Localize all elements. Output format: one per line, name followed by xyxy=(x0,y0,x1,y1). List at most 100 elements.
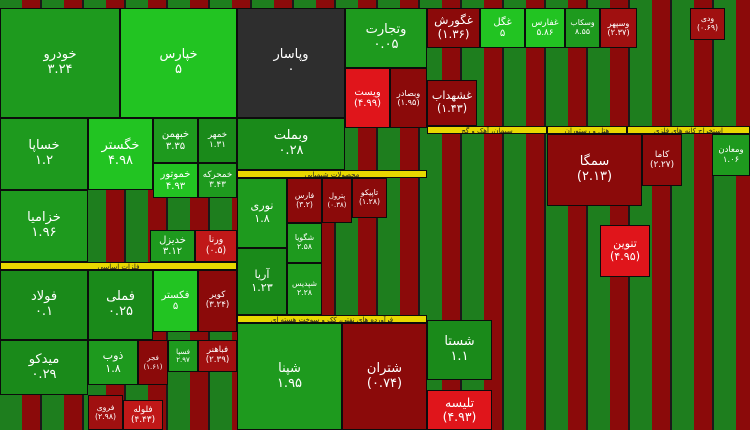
stock-tile[interactable]: فجر (۱.۶۱) xyxy=(138,340,168,385)
stock-tile[interactable]: خساپا ۱.۲ xyxy=(0,118,88,190)
stock-tile[interactable]: خپارس ۵ xyxy=(120,8,237,118)
stock-name: سمگا xyxy=(579,154,610,170)
sector-label: سیمان، آهک و گچ xyxy=(427,126,547,134)
stock-tile[interactable]: فملی ۰.۲۵ xyxy=(88,270,153,340)
stock-change: ۵ xyxy=(499,28,506,39)
stock-tile[interactable]: ودی (۰.۶۹) xyxy=(690,8,725,40)
stock-tile[interactable]: شپدیس ۲.۲۸ xyxy=(287,263,322,315)
stock-tile[interactable]: خدیزل ۳.۱۲ xyxy=(150,230,195,262)
stock-name: تلیسه xyxy=(444,394,475,410)
stock-change: ۱.۳۱ xyxy=(209,139,226,150)
stock-name: پترول xyxy=(328,192,346,201)
stock-tile[interactable]: فلوله (۴.۴۳) xyxy=(123,400,163,430)
stock-tile[interactable]: خمهر ۱.۳۱ xyxy=(198,118,237,163)
stock-change: ۱.۹۵ xyxy=(276,375,303,391)
stock-change: ۰.۰۵ xyxy=(373,37,399,52)
stock-tile[interactable]: ذوب ۱.۸ xyxy=(88,340,138,385)
stock-name: خساپا xyxy=(28,138,60,154)
stock-tile[interactable]: شپنا ۱.۹۵ xyxy=(237,323,342,430)
stock-change: ۱.۸ xyxy=(105,361,121,375)
stock-tile[interactable]: غشهداب (۱.۴۳) xyxy=(427,80,477,126)
stock-name: خپارس xyxy=(159,47,198,63)
stock-change: (۲.۳۹) xyxy=(205,355,230,365)
stock-tile[interactable]: غگل ۵ xyxy=(480,8,525,48)
stock-tile[interactable]: خبهمن ۳.۳۵ xyxy=(153,118,198,163)
stock-tile[interactable]: خگستر ۴.۹۸ xyxy=(88,118,153,190)
stock-tile[interactable]: غگورش (۱.۳۶) xyxy=(427,8,480,48)
stock-tile[interactable]: نوری ۱.۸ xyxy=(237,178,287,248)
stock-tile[interactable]: غفارس ۵.۸۶ xyxy=(525,8,565,48)
stock-name: شپدیس xyxy=(292,279,317,289)
stock-name: شستا xyxy=(444,334,475,350)
stock-name: خمحرکه xyxy=(202,169,233,180)
stock-name: فولاد xyxy=(30,289,58,305)
stock-tile[interactable]: خزامیا ۱.۹۶ xyxy=(0,190,88,262)
stock-change: ۲.۲۸ xyxy=(297,288,312,297)
stock-tile[interactable]: وپاسار ۰ xyxy=(237,8,345,118)
stock-change: ۴.۹۸ xyxy=(107,153,134,168)
stock-change: (۴.۹۳) xyxy=(442,409,477,424)
stock-tile[interactable]: شتران (۰.۷۴) xyxy=(342,323,427,430)
sector-label: فرآورده های نفتی، کک و سوخت هسته ای xyxy=(237,315,427,323)
stock-name: وبملت xyxy=(273,128,309,144)
stock-tile[interactable]: سمگا (۲.۱۳) xyxy=(547,134,642,206)
stock-name: فروی xyxy=(96,402,115,412)
stock-change: (۴.۹۵) xyxy=(609,250,641,263)
stock-name: غشهداب xyxy=(431,89,473,103)
stock-change: (۰.۶۹) xyxy=(696,23,719,32)
sector-label: استخراج کانه های فلزی xyxy=(627,126,750,134)
stock-tile[interactable]: خمحرکه ۳.۴۳ xyxy=(198,163,237,198)
stock-name: فکستر xyxy=(161,289,190,301)
stock-tile[interactable]: پترول (۰.۳۸) xyxy=(322,178,352,223)
stock-name: ورنا xyxy=(208,234,224,246)
stock-tile[interactable]: میدکو ۰.۲۹ xyxy=(0,340,88,395)
stock-tile[interactable]: ومعادن ۱.۰۶ xyxy=(712,134,750,176)
stock-tile[interactable]: تنوین (۴.۹۵) xyxy=(600,225,650,277)
stock-tile[interactable]: وسکاب ۸.۵۵ xyxy=(565,8,600,48)
sector-label: محصولات شیمیایی xyxy=(237,170,427,178)
stock-tile[interactable]: کویر (۳.۲۴) xyxy=(198,270,237,332)
stock-tile[interactable]: ویست (۴.۹۹) xyxy=(345,68,390,128)
stock-change: (۱.۶۱) xyxy=(143,362,163,371)
stock-name: شتران xyxy=(366,360,403,376)
stock-tile[interactable]: وبملت ۰.۲۸ xyxy=(237,118,345,170)
stock-tile[interactable]: فکستر ۵ xyxy=(153,270,198,332)
stock-name: کاما xyxy=(654,149,670,160)
stock-tile[interactable]: وتجارت ۰.۰۵ xyxy=(345,8,427,68)
stock-tile[interactable]: تاپیکو (۱.۲۸) xyxy=(352,178,387,218)
stock-tile[interactable]: خموتور ۴.۹۳ xyxy=(153,163,198,198)
stock-change: (۰.۳۸) xyxy=(327,200,347,209)
stock-change: (۱.۳۶) xyxy=(437,27,470,41)
stock-change: (۰.۷۴) xyxy=(366,375,403,391)
stock-tile[interactable]: آریا ۱.۲۳ xyxy=(237,248,287,315)
stock-tile[interactable]: کاما (۲.۲۷) xyxy=(642,134,682,186)
stock-name: خمهر xyxy=(207,129,228,140)
stock-name: غگورش xyxy=(434,13,473,28)
stock-name: نوری xyxy=(250,199,274,213)
stock-change: ۵ xyxy=(175,62,182,77)
stock-tile[interactable]: فارس (۳.۲) xyxy=(287,178,322,223)
stock-name: فلوله xyxy=(133,404,153,415)
stock-change: (۲.۲۷) xyxy=(649,160,675,170)
stock-name: خبهمن xyxy=(161,129,190,140)
stock-tile[interactable]: خودرو ۳.۲۴ xyxy=(0,8,120,118)
stock-name: فباهنر xyxy=(206,345,229,356)
stock-tile[interactable]: تلیسه (۴.۹۳) xyxy=(427,390,492,430)
stock-change: (۲.۳۷) xyxy=(607,27,630,37)
stock-name: آریا xyxy=(254,267,270,281)
stock-tile[interactable]: فسپا ۲.۹۷ xyxy=(168,340,198,372)
stock-tile[interactable]: شستا ۱.۱ xyxy=(427,320,492,380)
stock-tile[interactable]: وبصادر (۱.۹۵) xyxy=(390,68,427,128)
stock-change: ۱.۲۳ xyxy=(251,280,273,294)
stock-tile[interactable]: فروی (۲.۹۸) xyxy=(88,395,123,430)
stock-tile[interactable]: وسپهر (۲.۳۷) xyxy=(600,8,637,48)
stock-tile[interactable]: فباهنر (۲.۳۹) xyxy=(198,340,237,372)
stock-name: ودی xyxy=(700,14,715,24)
stock-change: ۰.۱ xyxy=(34,304,54,319)
stock-tile[interactable]: شگویا ۲.۵۸ xyxy=(287,223,322,263)
stock-name: ذوب xyxy=(102,348,124,362)
stock-change: ۱.۹۶ xyxy=(31,225,57,240)
sector-label: هتل و رستوران xyxy=(547,126,627,134)
stock-tile[interactable]: فولاد ۰.۱ xyxy=(0,270,88,340)
stock-tile[interactable]: ورنا (۰.۵) xyxy=(195,230,237,262)
